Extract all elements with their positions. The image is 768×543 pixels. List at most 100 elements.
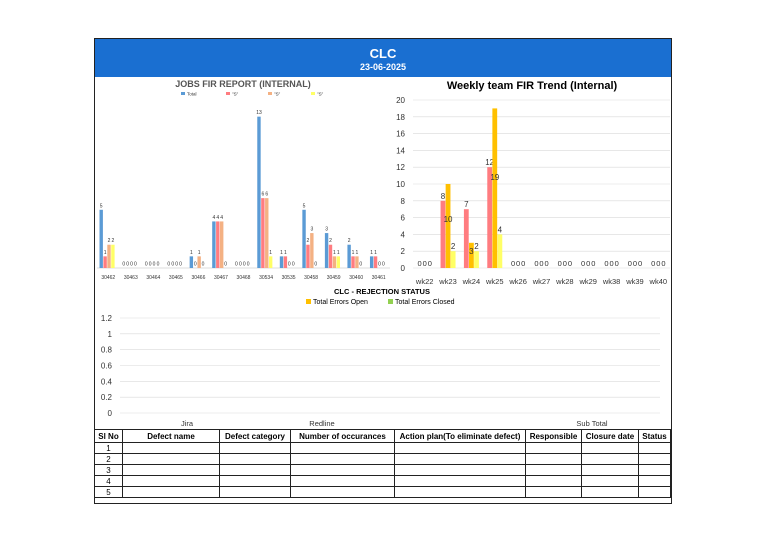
weekly-data-label: 0: [521, 259, 525, 268]
legend-swatch-0: [181, 92, 185, 95]
weekly-bar: [463, 209, 469, 268]
weekly-data-label: 0: [428, 259, 432, 268]
jobs-bar: [189, 256, 194, 268]
jobs-data-label: 0: [194, 262, 197, 268]
report-frame: CLC 23-06-2025: [94, 38, 672, 504]
weekly-y-tick: 14: [396, 146, 405, 155]
weekly-y-tick: 20: [396, 96, 405, 105]
jobs-bar: [268, 256, 273, 268]
weekly-x-tick: wk22: [415, 277, 434, 286]
jobs-data-label: 0: [243, 262, 246, 268]
jobs-x-tick: 30466: [191, 275, 205, 281]
weekly-bar: [469, 242, 474, 268]
jobs-data-label: 0: [130, 262, 133, 268]
weekly-data-label: 0: [558, 259, 562, 268]
jobs-bar: [328, 244, 333, 268]
jobs-data-label: 4: [216, 215, 219, 221]
weekly-data-label: 0: [534, 259, 538, 268]
jobs-bar: [212, 221, 216, 268]
jobs-data-label: 3: [310, 227, 313, 233]
weekly-bar: [487, 167, 493, 268]
jobs-data-label: 1: [269, 250, 272, 256]
jobs-data-label: 0: [157, 262, 160, 268]
jobs-bar: [283, 256, 288, 268]
jobs-data-label: 0: [149, 262, 152, 268]
jobs-data-label: 0: [314, 262, 317, 268]
jobs-data-label: 1: [356, 250, 359, 256]
jobs-data-label: 0: [288, 262, 291, 268]
legend-swatch-3: [311, 92, 315, 95]
jobs-x-tick: 30463: [124, 275, 138, 281]
jobs-bar: [310, 233, 314, 268]
rejection-x-tick: Redline: [309, 419, 334, 428]
weekly-data-label: 0: [651, 259, 655, 268]
weekly-x-tick: wk25: [485, 277, 504, 286]
rejection-legend-label-1: Total Errors Closed: [395, 299, 455, 306]
weekly-y-tick: 0: [401, 264, 406, 273]
jobs-x-tick: 30467: [214, 275, 228, 281]
weekly-data-label: 2: [474, 242, 479, 251]
jobs-bar: [111, 244, 115, 268]
weekly-x-tick: wk39: [625, 277, 644, 286]
jobs-bar: [324, 233, 329, 268]
rejection-chart-title: CLC - REJECTION STATUS: [334, 287, 430, 296]
weekly-data-label: 0: [581, 259, 585, 268]
rejection-y-tick: 0.6: [101, 362, 113, 371]
weekly-data-label: 0: [417, 259, 421, 268]
jobs-data-label: 0: [378, 262, 381, 268]
jobs-bar: [302, 209, 306, 268]
jobs-data-label: 1: [374, 250, 377, 256]
weekly-data-label: 0: [539, 259, 543, 268]
jobs-data-label: 2: [307, 238, 310, 244]
rejection-y-tick: 1.2: [101, 314, 113, 323]
jobs-data-label: 0: [134, 262, 137, 268]
weekly-data-label: 0: [604, 259, 608, 268]
weekly-y-tick: 8: [401, 197, 406, 206]
jobs-bar: [373, 256, 378, 268]
jobs-data-label: 13: [256, 110, 262, 116]
jobs-x-tick: 30458: [304, 275, 318, 281]
jobs-bar: [369, 256, 374, 268]
weekly-data-label: 0: [516, 259, 520, 268]
jobs-bar: [351, 256, 355, 268]
legend-label-0: Total: [187, 92, 197, 97]
weekly-data-label: 12: [485, 158, 494, 167]
jobs-data-label: 1: [370, 250, 373, 256]
weekly-data-label: 0: [628, 259, 632, 268]
jobs-bar: [347, 244, 351, 268]
rejection-y-tick: 1: [108, 330, 113, 339]
legend-label-2: "S": [274, 92, 281, 97]
report-date: 23-06-2025: [359, 62, 407, 72]
jobs-x-tick: 30462: [101, 275, 115, 281]
weekly-data-label: 2: [451, 242, 456, 251]
weekly-y-tick: 18: [396, 113, 405, 122]
rejection-legend-swatch-1: [388, 299, 393, 304]
weekly-data-label: 0: [563, 259, 567, 268]
weekly-x-tick: wk28: [555, 277, 574, 286]
rejection-y-tick: 0: [108, 409, 113, 418]
weekly-x-tick: wk38: [602, 277, 621, 286]
jobs-bar: [336, 256, 340, 268]
weekly-bar: [445, 184, 451, 268]
rejection-y-tick: 0.2: [101, 393, 113, 402]
jobs-chart-title: JOBS FIR REPORT (INTERNAL): [175, 79, 311, 89]
weekly-y-tick: 12: [396, 163, 405, 172]
jobs-data-label: 0: [171, 262, 174, 268]
weekly-data-label: 0: [638, 259, 642, 268]
weekly-bar: [474, 251, 479, 268]
weekly-y-tick: 6: [401, 214, 406, 223]
jobs-data-label: 1: [333, 250, 336, 256]
jobs-data-label: 6: [261, 192, 264, 198]
weekly-x-tick: wk23: [438, 277, 457, 286]
jobs-data-label: 2: [329, 238, 332, 244]
weekly-data-label: 0: [661, 259, 665, 268]
jobs-data-label: 0: [382, 262, 385, 268]
weekly-x-tick: wk29: [578, 277, 597, 286]
jobs-bar: [103, 256, 107, 268]
weekly-x-tick: wk27: [532, 277, 551, 286]
jobs-bar: [306, 244, 310, 268]
jobs-x-tick: 30460: [349, 275, 363, 281]
jobs-bar: [355, 256, 359, 268]
jobs-data-label: 1: [280, 250, 283, 256]
